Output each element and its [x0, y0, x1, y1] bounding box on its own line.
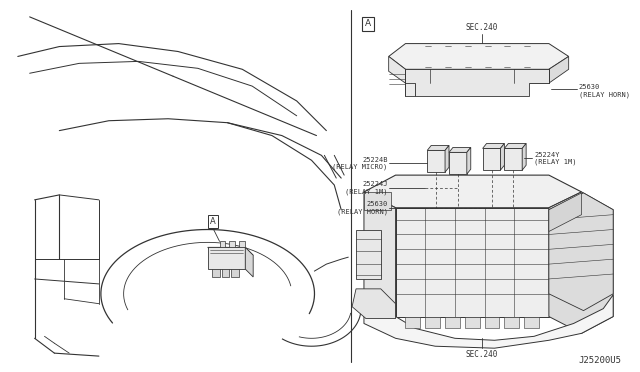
Polygon shape — [425, 317, 440, 328]
Polygon shape — [549, 193, 613, 311]
Polygon shape — [524, 317, 539, 328]
Polygon shape — [221, 269, 230, 277]
Polygon shape — [364, 192, 390, 210]
Polygon shape — [549, 193, 582, 231]
Polygon shape — [406, 317, 420, 328]
Polygon shape — [515, 69, 549, 83]
Polygon shape — [208, 247, 245, 269]
Polygon shape — [467, 147, 471, 174]
Text: A: A — [365, 19, 371, 28]
Polygon shape — [483, 148, 500, 170]
Polygon shape — [484, 317, 499, 328]
Polygon shape — [406, 69, 549, 96]
Polygon shape — [396, 208, 549, 317]
Polygon shape — [428, 150, 445, 172]
Polygon shape — [364, 295, 613, 348]
Polygon shape — [230, 241, 236, 247]
Polygon shape — [445, 317, 460, 328]
Polygon shape — [504, 148, 522, 170]
Text: 25630
(RELAY HORN): 25630 (RELAY HORN) — [579, 84, 630, 98]
Polygon shape — [388, 44, 569, 69]
Polygon shape — [549, 57, 569, 83]
Polygon shape — [445, 145, 449, 172]
Polygon shape — [500, 144, 504, 170]
Polygon shape — [232, 269, 239, 277]
Polygon shape — [352, 289, 396, 318]
Text: SEC.240: SEC.240 — [465, 23, 498, 32]
Polygon shape — [220, 241, 225, 247]
Polygon shape — [245, 247, 253, 277]
Polygon shape — [406, 69, 430, 96]
Text: 25224Y
(RELAY 1M): 25224Y (RELAY 1M) — [534, 151, 577, 165]
Polygon shape — [465, 317, 479, 328]
Text: SEC.240: SEC.240 — [465, 350, 498, 359]
Polygon shape — [364, 175, 582, 208]
Text: 25630
(RELAY HORN): 25630 (RELAY HORN) — [337, 201, 388, 215]
Polygon shape — [428, 145, 449, 150]
Polygon shape — [504, 317, 519, 328]
Text: 25224B
(RELAY MICRO): 25224B (RELAY MICRO) — [332, 157, 388, 170]
Polygon shape — [504, 144, 526, 148]
Text: 25224J
(RELAY 1M): 25224J (RELAY 1M) — [345, 181, 388, 195]
Polygon shape — [208, 247, 253, 255]
Polygon shape — [239, 241, 245, 247]
Text: J25200U5: J25200U5 — [578, 356, 621, 365]
Polygon shape — [364, 192, 396, 317]
Text: A: A — [210, 217, 216, 226]
Polygon shape — [356, 230, 381, 279]
Polygon shape — [522, 144, 526, 170]
Polygon shape — [449, 147, 471, 153]
Polygon shape — [449, 153, 467, 174]
Polygon shape — [549, 192, 613, 333]
Polygon shape — [483, 144, 504, 148]
Polygon shape — [388, 57, 406, 83]
Polygon shape — [212, 269, 220, 277]
